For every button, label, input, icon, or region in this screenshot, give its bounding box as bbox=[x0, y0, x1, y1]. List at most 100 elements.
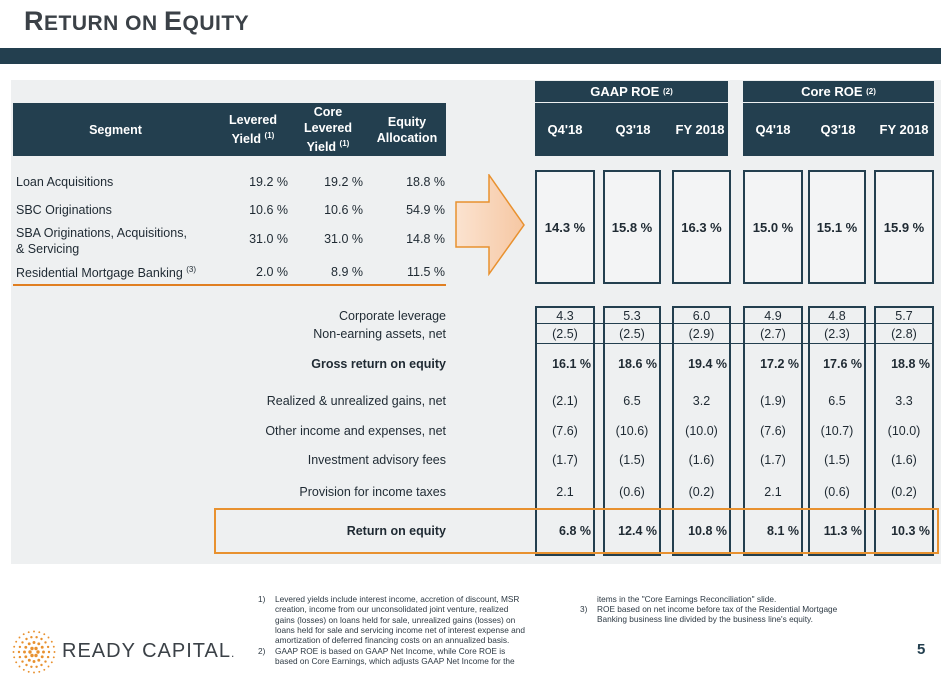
logo-dot bbox=[52, 645, 55, 648]
roe-line-value: 10.8 % bbox=[688, 524, 727, 538]
row-divider bbox=[535, 343, 934, 344]
logo-dot bbox=[21, 641, 24, 644]
logo-dot bbox=[17, 650, 21, 654]
logo-dot bbox=[43, 668, 46, 671]
logo-dot bbox=[12, 651, 15, 653]
roe-line-label: Investment advisory fees bbox=[307, 453, 446, 467]
roe-line-value: 3.3 bbox=[895, 394, 913, 408]
logo-dot bbox=[27, 670, 30, 673]
gaap-roe-header: GAAP ROE (2) bbox=[535, 81, 728, 102]
roe-line-label: Realized & unrealized gains, net bbox=[266, 394, 446, 408]
roe-line-label: Provision for income taxes bbox=[299, 485, 446, 499]
col-header-gaap-q4: Q4'18 bbox=[547, 122, 583, 137]
segment-table-header: Segment Levered Yield (1) Core Levered Yiel… bbox=[13, 103, 446, 156]
levered-yield-header: Levered Yield (1) bbox=[229, 112, 277, 147]
logo-dot bbox=[40, 663, 43, 667]
logo-dot bbox=[47, 636, 50, 639]
col-header-core-q4: Q4'18 bbox=[755, 122, 791, 137]
roe-line-value: 18.6 % bbox=[618, 357, 657, 371]
logo-dot bbox=[35, 665, 38, 668]
col-header-gaap-fy: FY 2018 bbox=[675, 122, 725, 137]
logo-dot bbox=[22, 633, 25, 636]
roe-line-value: (2.9) bbox=[688, 327, 715, 341]
col-header-core-q3: Q3'18 bbox=[820, 122, 856, 137]
logo-dot bbox=[43, 633, 46, 636]
roe-line-value: (2.1) bbox=[552, 394, 578, 408]
logo-dot bbox=[18, 655, 22, 659]
logo-dot bbox=[33, 671, 35, 674]
col-header-core-fy: FY 2018 bbox=[879, 122, 929, 137]
segment-table-divider bbox=[13, 284, 446, 286]
roe-line-value: 12.4 % bbox=[618, 524, 657, 538]
roe-line-value: (2.5) bbox=[619, 327, 645, 341]
roe-line-value: (1.5) bbox=[824, 453, 850, 467]
roe-line-value: (10.0) bbox=[685, 424, 718, 438]
segment-roe-gaap-q3: 15.8 % bbox=[603, 170, 661, 284]
segment-roe-gaap-fy: 16.3 % bbox=[672, 170, 731, 284]
core-levered-yield: 19.2 % bbox=[324, 175, 363, 189]
levered-yield: 10.6 % bbox=[249, 203, 288, 217]
logo-dot bbox=[34, 646, 38, 651]
roe-line-label: Corporate leverage bbox=[338, 309, 446, 323]
segment-roe-core-fy: 15.9 % bbox=[874, 170, 934, 284]
equity-allocation: 11.5 % bbox=[407, 265, 445, 279]
roe-line-value: 5.7 bbox=[895, 309, 913, 323]
column-box bbox=[808, 306, 866, 556]
roe-line-value: 17.6 % bbox=[823, 357, 862, 371]
row-divider bbox=[535, 323, 934, 324]
logo-dot bbox=[18, 636, 21, 639]
roe-line-value: (7.6) bbox=[552, 424, 578, 438]
roe-line-value: 18.8 % bbox=[891, 357, 930, 371]
roe-line-value: (1.5) bbox=[619, 453, 645, 467]
logo-dot bbox=[37, 658, 41, 662]
logo-dot bbox=[24, 645, 28, 649]
logo-dot bbox=[52, 656, 55, 659]
company-logo-text: READY CAPITAL. bbox=[62, 640, 236, 662]
core-levered-yield-header: Core Levered Yield (1) bbox=[304, 104, 352, 155]
logo-dot bbox=[18, 665, 21, 668]
logo-dot bbox=[15, 661, 18, 664]
roe-line-value: (2.7) bbox=[760, 327, 786, 341]
logo-dot bbox=[37, 642, 41, 646]
roe-line-value: (1.7) bbox=[552, 453, 578, 467]
column-box bbox=[603, 306, 661, 556]
logo-dot bbox=[27, 658, 31, 662]
logo-dot bbox=[30, 636, 33, 639]
roe-line-value: (1.6) bbox=[688, 453, 715, 467]
equity-allocation: 54.9 % bbox=[406, 203, 445, 217]
logo-dot bbox=[22, 668, 25, 671]
roe-line-value: 6.5 bbox=[828, 394, 846, 408]
roe-line-value: (0.2) bbox=[891, 485, 917, 499]
logo-dot bbox=[13, 656, 16, 659]
logo-dot bbox=[15, 640, 18, 643]
roe-line-value: 4.3 bbox=[556, 309, 574, 323]
column-box bbox=[535, 306, 595, 556]
roe-line-value: (0.6) bbox=[619, 485, 645, 499]
logo-dot bbox=[33, 630, 35, 633]
roe-line-value: (0.6) bbox=[824, 485, 850, 499]
levered-yield: 19.2 % bbox=[249, 175, 288, 189]
roe-line-value: 4.8 bbox=[828, 309, 846, 323]
segment-header: Segment bbox=[89, 122, 142, 137]
logo-dot bbox=[47, 665, 50, 668]
roe-line-value: 17.2 % bbox=[760, 357, 799, 371]
logo-dot bbox=[46, 655, 50, 659]
logo-dot bbox=[42, 650, 45, 654]
roe-line-label: Other income and expenses, net bbox=[265, 424, 446, 438]
content-panel bbox=[11, 80, 941, 564]
roe-line-value: (1.7) bbox=[760, 453, 786, 467]
logo-dot bbox=[40, 655, 44, 659]
logo-dot bbox=[18, 645, 22, 649]
logo-dot bbox=[28, 650, 32, 654]
roe-line-value: 10.3 % bbox=[891, 524, 930, 538]
roe-line-value: 6.5 bbox=[623, 394, 641, 408]
logo-dot bbox=[53, 651, 56, 653]
logo-dot bbox=[32, 641, 36, 644]
levered-yield: 31.0 % bbox=[249, 232, 288, 246]
equity-allocation: 18.8 % bbox=[406, 175, 445, 189]
roe-line-value: (10.0) bbox=[887, 424, 921, 438]
core-levered-yield: 8.9 % bbox=[331, 265, 363, 279]
roe-line-value: (7.6) bbox=[760, 424, 786, 438]
logo-dot bbox=[30, 646, 34, 651]
column-box bbox=[672, 306, 731, 556]
